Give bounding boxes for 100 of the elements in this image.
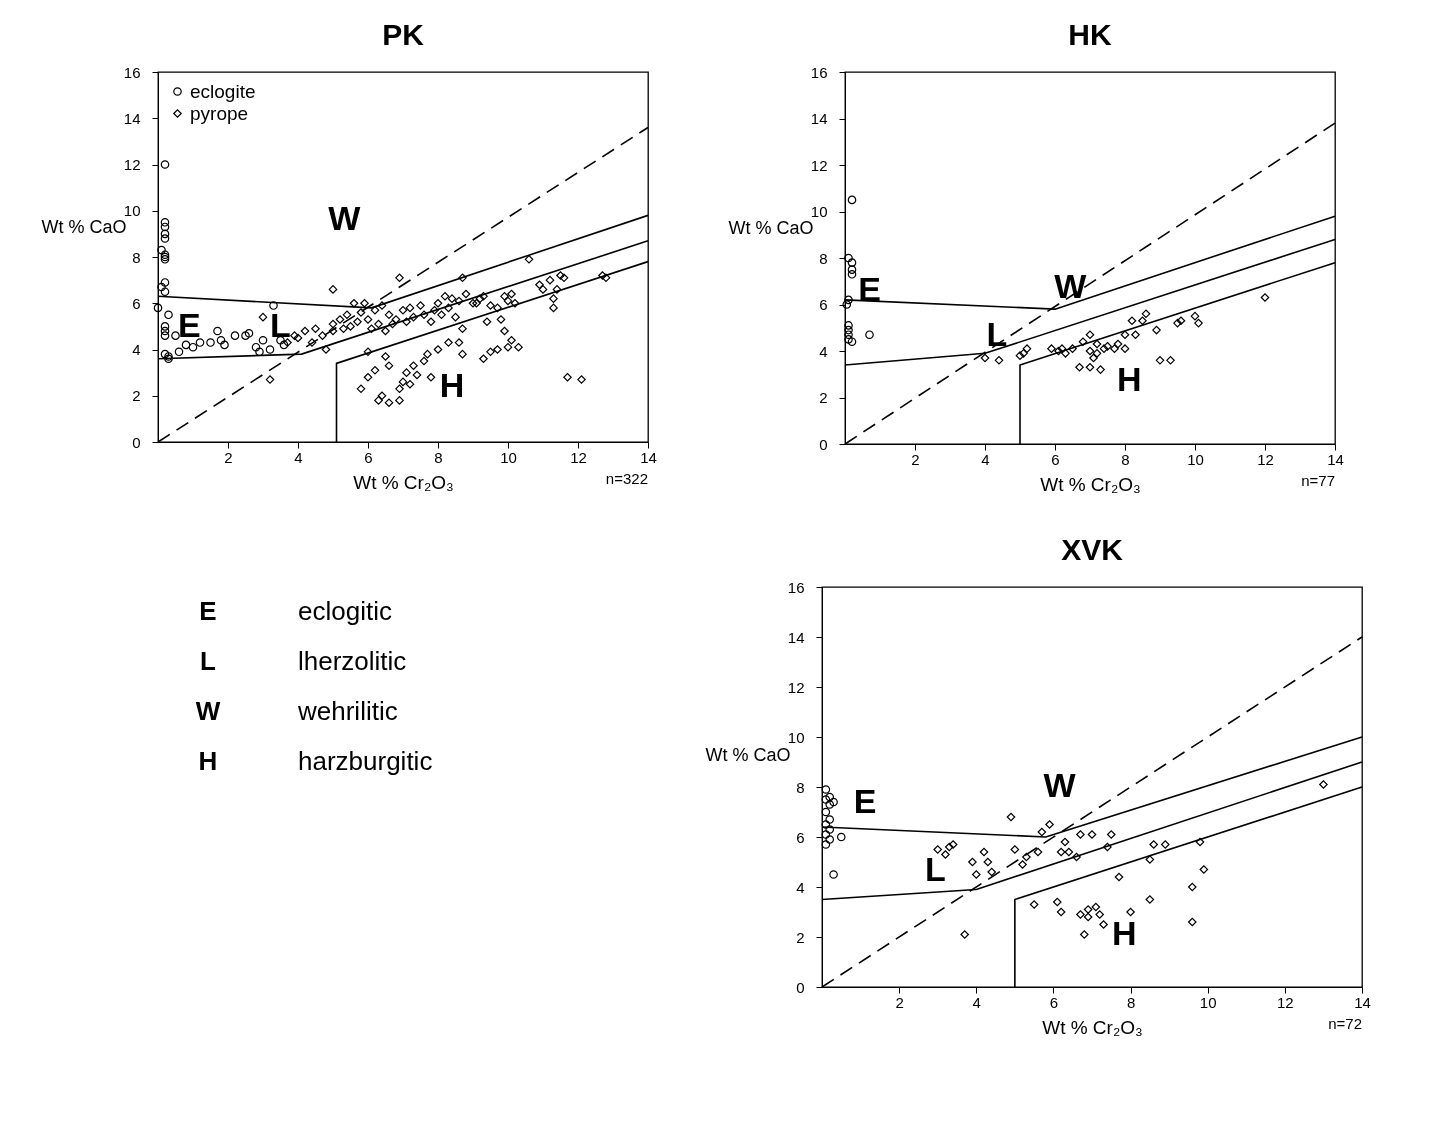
point xyxy=(1114,872,1124,882)
point xyxy=(1056,847,1066,857)
x-tick-label: 12 xyxy=(1257,450,1274,468)
point xyxy=(160,287,170,296)
point xyxy=(821,840,831,849)
point xyxy=(1087,830,1097,839)
point xyxy=(1145,895,1155,904)
x-tick-label: 4 xyxy=(294,448,303,466)
point xyxy=(836,832,846,842)
point xyxy=(1152,325,1161,335)
point xyxy=(1037,827,1047,837)
point xyxy=(980,353,990,363)
y-tick-label: 2 xyxy=(132,387,141,405)
legend-label: eclogite xyxy=(190,80,256,102)
point xyxy=(1019,349,1028,358)
point xyxy=(1054,346,1063,356)
text: E xyxy=(199,596,217,626)
point xyxy=(153,303,163,313)
point xyxy=(1068,344,1077,353)
chart-title: HK xyxy=(1068,18,1112,51)
point xyxy=(1103,342,1112,351)
annotation: H xyxy=(1112,914,1137,952)
point xyxy=(1166,355,1175,365)
point xyxy=(1113,339,1123,349)
chart-title: PK xyxy=(382,18,425,51)
y-tick-label: 12 xyxy=(123,156,141,173)
point xyxy=(842,300,852,309)
point xyxy=(160,229,170,239)
annotation: E xyxy=(853,782,877,820)
annotation: E xyxy=(178,306,201,345)
annotation: E xyxy=(858,270,881,309)
x-tick-label: 10 xyxy=(500,448,517,466)
y-tick-label: 12 xyxy=(810,156,828,174)
point xyxy=(825,792,835,802)
point xyxy=(844,325,853,335)
point xyxy=(160,331,170,340)
point xyxy=(213,326,222,336)
annotation: W xyxy=(1054,266,1088,305)
point xyxy=(157,282,166,292)
point xyxy=(821,795,831,804)
y-tick-label: 16 xyxy=(123,63,141,81)
text: n=77 xyxy=(1301,472,1335,489)
point xyxy=(1095,910,1105,919)
y-tick-label: 4 xyxy=(132,341,141,358)
point xyxy=(1045,820,1054,829)
point xyxy=(1064,847,1074,857)
text: n=322 xyxy=(605,470,648,487)
text: lherzolitic xyxy=(298,646,407,676)
point xyxy=(160,278,170,287)
point xyxy=(1099,920,1108,929)
point xyxy=(1029,900,1039,909)
x-tick-label: 8 xyxy=(1121,450,1130,468)
point xyxy=(1145,855,1155,864)
point xyxy=(825,835,835,844)
x-tick-label: 8 xyxy=(1126,993,1136,1011)
point xyxy=(164,354,173,364)
y-tick-label: 0 xyxy=(796,978,805,996)
point xyxy=(1155,355,1165,365)
point xyxy=(1083,912,1093,922)
y-axis-title: Wt % CaO xyxy=(728,217,814,238)
x-tick-label: 10 xyxy=(1199,993,1217,1011)
point xyxy=(1078,337,1088,347)
y-tick-label: 4 xyxy=(796,878,805,896)
point xyxy=(1176,316,1186,326)
point xyxy=(1173,318,1182,328)
point xyxy=(1092,339,1102,349)
point xyxy=(188,342,198,352)
point xyxy=(1187,882,1197,892)
text: H xyxy=(198,746,218,776)
point xyxy=(1022,852,1031,862)
point xyxy=(1160,840,1170,849)
point xyxy=(206,338,215,347)
x-tick-label: 6 xyxy=(1049,993,1059,1011)
x-tick-label: 14 xyxy=(640,448,657,466)
point xyxy=(821,807,831,817)
point xyxy=(1075,362,1084,372)
point xyxy=(821,830,831,839)
point xyxy=(1126,907,1135,917)
x-axis-title: Wt % Cr₂O₃ xyxy=(1040,473,1141,495)
point xyxy=(844,295,853,305)
annotation: W xyxy=(328,199,362,237)
point xyxy=(1099,344,1109,353)
x-axis-title: Wt % Cr₂O₃ xyxy=(1042,1016,1143,1038)
point xyxy=(847,337,857,346)
x-tick-label: 14 xyxy=(1354,993,1371,1011)
point xyxy=(933,845,943,854)
point xyxy=(1149,840,1159,849)
y-axis-title: Wt % CaO xyxy=(705,744,791,765)
x-tick-label: 8 xyxy=(434,448,443,466)
point xyxy=(164,352,173,361)
x-tick-label: 10 xyxy=(1187,450,1204,468)
point xyxy=(821,820,831,829)
point xyxy=(164,310,173,320)
point xyxy=(1085,330,1095,340)
x-tick-label: 4 xyxy=(981,450,990,468)
x-tick-label: 12 xyxy=(1277,993,1294,1011)
point xyxy=(979,847,989,857)
text: wehrilitic xyxy=(297,696,398,726)
point xyxy=(1127,316,1137,326)
point xyxy=(171,331,180,340)
